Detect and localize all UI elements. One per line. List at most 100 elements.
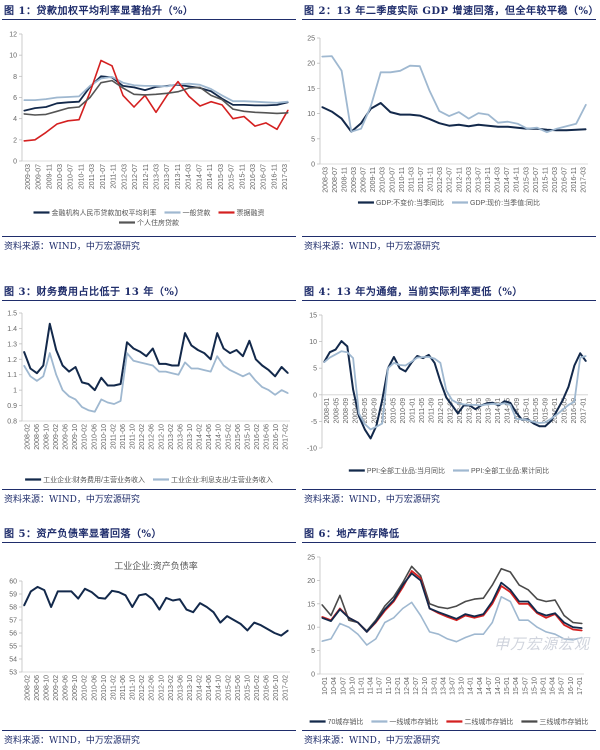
data-point-s0-7 [70, 590, 72, 592]
data-point-s3-10 [411, 601, 413, 603]
data-point-s0-13 [107, 384, 109, 387]
data-point-s1-2 [45, 98, 47, 100]
data-point-s1-18 [482, 614, 484, 617]
data-point-s1-42 [567, 404, 570, 406]
x-tick-label: 2013-07 [164, 164, 171, 190]
y-tick-label: 1.1 [7, 372, 17, 379]
y-tick-label: 10 [307, 625, 315, 632]
data-point-s1-4 [360, 128, 362, 130]
chart-4-title: 图 4：13 年为通缩，当前实际利率更低（%） [304, 287, 523, 298]
x-tick-label: 2010-03 [380, 167, 387, 193]
x-tick-label: 2014-07 [196, 164, 203, 190]
data-point-s1-0 [321, 56, 323, 58]
data-point-s1-16 [416, 357, 418, 359]
data-point-s1-25 [184, 361, 186, 363]
data-point-s2-29 [581, 627, 583, 629]
y-tick-label: 0 [311, 162, 315, 169]
data-point-s0-23 [457, 412, 459, 414]
data-point-s3-5 [366, 644, 368, 646]
data-point-s0-30 [216, 332, 218, 334]
data-point-s0-28 [203, 352, 205, 354]
data-point-s3-18 [482, 633, 484, 635]
data-point-s3-15 [455, 641, 458, 643]
legend-label: 一线城市存销比 [389, 717, 438, 726]
data-point-s1-35 [527, 419, 529, 421]
data-point-s0-38 [268, 369, 270, 371]
x-tick-label: 2010-11 [399, 167, 406, 192]
data-point-s0-6 [62, 364, 64, 367]
data-point-s1-41 [562, 409, 564, 411]
x-tick-label: 2013-03 [466, 167, 473, 193]
chart-6-svg: 0 5 10 15 20 25 10-01 10-04 10-07 10-10 11-01 11-04… [307, 555, 588, 727]
data-point-s1-0 [23, 364, 25, 367]
data-point-s0-7 [100, 75, 102, 77]
data-point-s2-25 [545, 614, 547, 617]
data-point-s3-6 [89, 96, 91, 99]
data-point-s0-1 [29, 367, 31, 370]
data-point-s0-12 [429, 603, 431, 605]
data-point-s0-27 [563, 614, 565, 617]
data-point-s0-2 [36, 586, 39, 588]
data-point-s0-11 [429, 118, 431, 120]
data-point-s0-14 [458, 124, 460, 126]
x-tick-label: 2009-07 [361, 167, 368, 193]
x-tick-label: 11-01 [358, 677, 365, 694]
x-tick-label: 2015-05 [533, 398, 540, 424]
data-point-s1-19 [491, 603, 493, 605]
data-point-s0-2 [335, 349, 337, 351]
data-point-s0-3 [340, 340, 343, 342]
data-point-s1-9 [81, 406, 83, 408]
data-point-s1-18 [428, 356, 430, 358]
data-point-s1-12 [155, 85, 157, 87]
data-point-s0-22 [172, 599, 174, 602]
x-tick-label: 13-07 [450, 677, 457, 695]
data-point-s1-37 [538, 422, 540, 424]
x-tick-label: 2013-11 [175, 164, 182, 189]
data-point-s0-42 [567, 386, 570, 388]
data-point-s2-23 [276, 128, 278, 130]
x-tick-label: 2009-01 [353, 398, 360, 424]
series-line-1 [323, 350, 587, 431]
data-point-s1-30 [216, 355, 218, 357]
x-tick-label: 2009-11 [46, 164, 53, 189]
x-tick-label: 12-04 [404, 677, 411, 695]
data-point-s1-10 [133, 84, 135, 86]
data-point-s0-16 [464, 600, 466, 603]
data-point-s0-10 [133, 86, 135, 88]
data-point-s0-15 [124, 594, 127, 596]
data-point-s1-19 [434, 358, 436, 360]
data-point-s0-1 [34, 107, 36, 109]
x-tick-label: 2008-01 [324, 398, 331, 424]
data-point-s1-16 [126, 352, 128, 354]
x-tick-label: 2014-05 [505, 398, 512, 424]
data-point-s0-20 [439, 380, 441, 383]
data-point-s1-7 [100, 77, 102, 80]
data-point-s3-8 [393, 617, 395, 619]
x-tick-label: 2014-03 [495, 167, 502, 193]
data-point-s1-33 [515, 418, 517, 420]
x-tick-label: 2010-06 [91, 675, 98, 701]
data-point-s0-5 [55, 349, 57, 351]
data-point-s0-41 [562, 399, 564, 401]
data-point-s0-0 [23, 351, 25, 353]
y-tick-label: 4 [13, 116, 17, 123]
y-tick-label: -10 [307, 446, 317, 453]
legend-label: PPI:全部工业品:累计同比 [471, 466, 549, 475]
data-point-s0-16 [126, 341, 128, 343]
data-point-s0-16 [416, 355, 418, 357]
data-point-s0-14 [404, 370, 407, 372]
data-point-s0-35 [260, 624, 262, 626]
data-point-s3-13 [166, 92, 168, 94]
x-tick-label: 2016-10 [273, 424, 280, 450]
x-tick-label: 2009-06 [63, 424, 70, 450]
x-tick-label: 2015-09 [543, 398, 550, 424]
data-point-s0-40 [556, 410, 558, 412]
x-tick-label: 2014-07 [504, 167, 511, 193]
data-point-s0-22 [265, 104, 267, 106]
data-point-s0-33 [235, 349, 238, 351]
data-point-s0-38 [280, 635, 282, 637]
data-point-s3-4 [357, 633, 359, 635]
y-tick-label: 1.2 [7, 357, 17, 364]
x-tick-label: 15-04 [513, 677, 520, 695]
data-point-s1-1 [331, 55, 333, 57]
